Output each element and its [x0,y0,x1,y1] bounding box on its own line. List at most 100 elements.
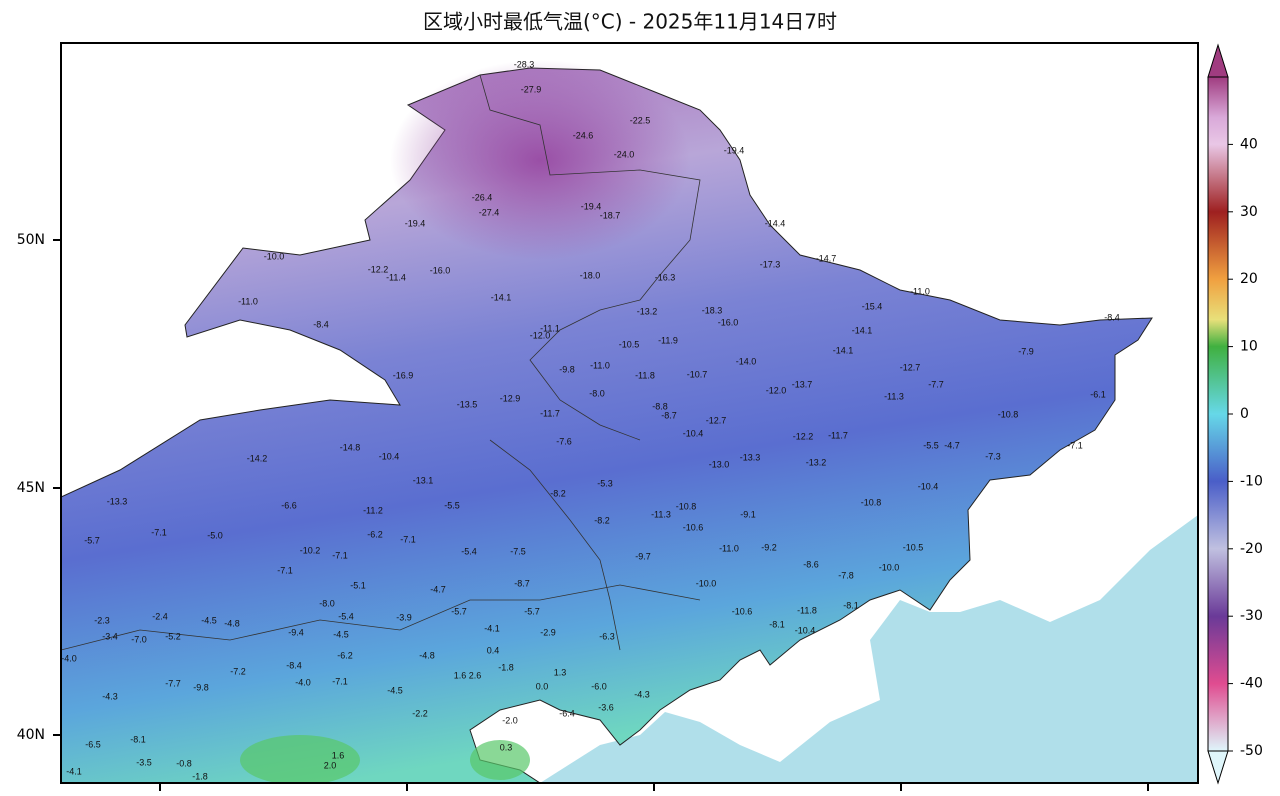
station-value: -5.2 [165,631,181,641]
station-value: -5.7 [451,606,467,616]
station-value: -4.3 [634,689,650,699]
station-value: -11.3 [651,509,671,519]
station-value: -14.1 [491,292,512,302]
station-value: -11.4 [386,272,406,282]
station-value: -13.7 [792,379,813,389]
station-value: -18.0 [580,270,601,280]
colorbar-tick-label: 20 [1240,271,1258,287]
station-value: -6.4 [559,708,575,718]
station-value: -10.6 [732,606,753,616]
station-value: -10.4 [918,481,939,491]
station-value: -3.4 [102,631,118,641]
station-value: -7.6 [556,436,572,446]
station-value: -5.0 [207,530,223,540]
station-value: -5.7 [524,606,540,616]
station-value: -10.2 [300,545,321,555]
station-value: -8.2 [594,515,610,525]
station-value: -11.0 [910,286,930,296]
station-value: -12.9 [500,393,521,403]
station-value: -7.5 [510,546,526,556]
lat-axis: 50N 45N 40N [17,232,61,743]
station-value: -6.5 [85,739,101,749]
station-value: -12.0 [530,330,551,340]
station-value: -14.2 [247,453,268,463]
station-value: -9.8 [559,364,575,374]
station-value: -4.1 [484,623,500,633]
station-value: -4.1 [66,766,82,776]
station-value: -4.5 [387,685,403,695]
station-value: -7.7 [928,379,944,389]
lat-label: 45N [17,480,45,496]
station-value: -16.0 [718,317,739,327]
colorbar-tick-label: 30 [1240,204,1258,220]
station-value: -7.7 [165,678,181,688]
station-value: -11.0 [719,543,739,553]
station-value: -14.7 [816,253,837,263]
station-value: -22.5 [630,115,651,125]
station-value: -8.4 [286,660,302,670]
station-value: -13.5 [457,399,478,409]
station-value: -4.0 [61,653,77,663]
station-value: -4.5 [333,629,349,639]
station-value: -8.7 [514,578,530,588]
station-value: -5.4 [338,611,354,621]
colorbar-tick-label: -10 [1240,473,1263,489]
station-value: -27.4 [479,207,500,217]
station-value: -1.8 [192,771,208,781]
station-value: -4.3 [102,691,118,701]
station-value: -11.7 [828,430,848,440]
station-value: -2.4 [152,611,168,621]
station-value: -14.8 [340,442,361,452]
station-value: -4.7 [944,440,960,450]
station-value: -13.3 [740,452,761,462]
station-value: -19.4 [581,201,602,211]
station-value: -4.0 [295,677,311,687]
station-value: -6.2 [367,529,383,539]
station-value: -6.3 [599,631,615,641]
station-value: -7.2 [230,666,246,676]
station-value: -8.0 [589,388,605,398]
station-value: -1.8 [498,662,514,672]
station-value: 0.4 [487,645,500,655]
station-value: -6.2 [337,650,353,660]
station-value: -13.2 [637,306,658,316]
map-title: 区域小时最低气温(°C) - 2025年11月14日7时 [423,10,837,34]
station-value: -10.8 [998,409,1019,419]
station-value: -16.0 [430,265,451,275]
station-value: -9.8 [193,682,209,692]
station-value: -11.2 [363,505,383,515]
station-value: -5.7 [84,535,100,545]
station-value: -7.1 [277,565,293,575]
station-value: -10.8 [861,497,882,507]
station-value: -6.1 [1090,389,1106,399]
station-value: -11.3 [884,391,904,401]
station-value: -10.7 [687,369,708,379]
station-value: -5.1 [350,580,366,590]
station-value: -6.0 [591,681,607,691]
station-value: -19.4 [405,218,426,228]
lat-label: 50N [17,232,45,248]
station-value: -5.4 [461,546,477,556]
station-value: -24.6 [573,130,594,140]
station-value: -14.0 [736,356,757,366]
station-value: -8.2 [550,488,566,498]
station-value: -12.7 [706,415,727,425]
station-value: -13.1 [413,475,434,485]
station-value: -8.1 [769,619,785,629]
station-value: -5.3 [597,478,613,488]
station-value: -10.4 [683,428,704,438]
colorbar-tick-label: -20 [1240,541,1263,557]
station-value: -13.3 [107,496,128,506]
colorbar-tick-label: -40 [1240,676,1263,692]
station-value: -5.5 [444,500,460,510]
station-value: -4.8 [224,618,240,628]
station-value: -18.7 [600,210,621,220]
station-value: -10.5 [619,339,640,349]
station-value: -7.1 [332,550,348,560]
station-value: -8.0 [319,598,335,608]
station-value: -7.3 [985,451,1001,461]
station-value: -0.8 [176,758,192,768]
station-value: -3.5 [136,757,152,767]
colorbar-tick-label: -30 [1240,608,1263,624]
